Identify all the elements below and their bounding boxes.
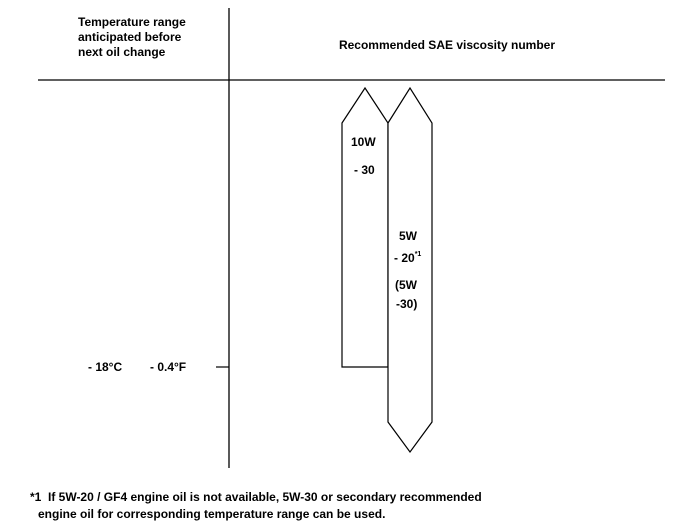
grade-5w30-alt1: (5W <box>395 278 417 292</box>
grade-5w20-line2: - 20*1 <box>394 251 421 265</box>
footnote-ref: *1 <box>414 251 422 258</box>
arrow-5w-20 <box>387 86 433 454</box>
grade-5w30-alt2: -30) <box>396 297 418 311</box>
arrow-10w-30 <box>341 86 389 368</box>
grade-text: - 20 <box>394 251 415 265</box>
grade-10w30-line2: - 30 <box>354 163 375 177</box>
temp-celsius: - 18°C <box>88 360 123 374</box>
footnote: *1 If 5W-20 / GF4 engine oil is not avai… <box>30 489 482 523</box>
footnote-marker: *1 <box>30 490 42 504</box>
viscosity-column-header: Recommended SAE viscosity number <box>338 38 556 52</box>
header-line: next oil change <box>78 45 166 59</box>
footnote-line1: *1 If 5W-20 / GF4 engine oil is not avai… <box>30 489 482 506</box>
temp-fahrenheit: - 0.4°F <box>150 360 187 374</box>
header-line: Temperature range <box>78 15 186 29</box>
header-line: anticipated before <box>78 30 182 44</box>
footnote-text: If 5W-20 / GF4 engine oil is not availab… <box>48 490 482 504</box>
footnote-line2: engine oil for corresponding temperature… <box>38 507 386 521</box>
temperature-column-header: Temperature range anticipated before nex… <box>78 15 228 60</box>
grade-5w20-line1: 5W <box>399 229 417 243</box>
grade-10w30-line1: 10W <box>351 135 376 149</box>
